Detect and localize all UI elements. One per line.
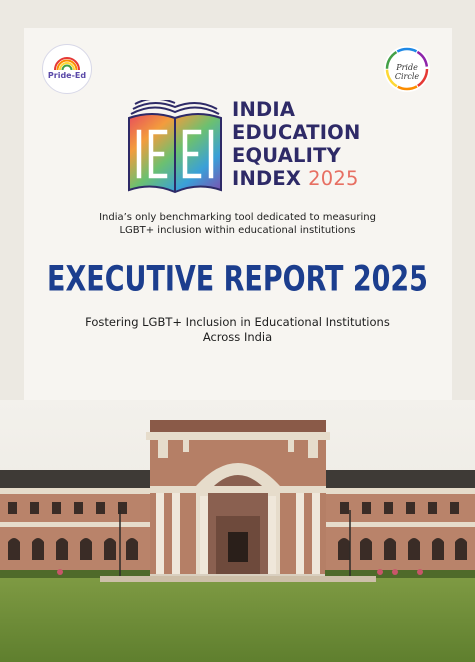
tagline-line2: LGBT+ inclusion within educational insti… xyxy=(119,225,356,236)
subheading-line2: Across India xyxy=(202,330,273,344)
pride-ed-wordmark: Pride-Ed xyxy=(47,71,87,80)
ieei-book-icon xyxy=(128,100,222,194)
tagline-line1: India’s only benchmarking tool dedicated… xyxy=(99,212,376,223)
index-title-line1: INDIA xyxy=(232,98,296,121)
index-title-line3: EQUALITY xyxy=(232,144,341,167)
index-title: INDIA EDUCATION EQUALITY INDEX 2025 xyxy=(232,98,360,190)
index-title-line2: EDUCATION xyxy=(232,121,361,144)
pride-circle-logo: Pride Circle xyxy=(384,46,430,92)
circle-rainbow-icon xyxy=(385,47,429,91)
rainbow-icon xyxy=(54,57,80,71)
index-year: 2025 xyxy=(308,167,359,190)
subheading-line1: Fostering LGBT+ Inclusion in Educational… xyxy=(85,315,390,329)
campus-building-photo xyxy=(0,400,475,662)
report-title: EXECUTIVE REPORT 2025 xyxy=(47,259,428,300)
index-title-line4: INDEX 2025 xyxy=(232,167,360,190)
tagline: India’s only benchmarking tool dedicated… xyxy=(40,211,435,237)
index-word: INDEX xyxy=(232,167,302,190)
pride-circle-wordmark: Pride Circle xyxy=(394,63,420,81)
pride-ed-logo: Pride-Ed xyxy=(42,44,92,94)
subheading: Fostering LGBT+ Inclusion in Educational… xyxy=(40,315,435,345)
